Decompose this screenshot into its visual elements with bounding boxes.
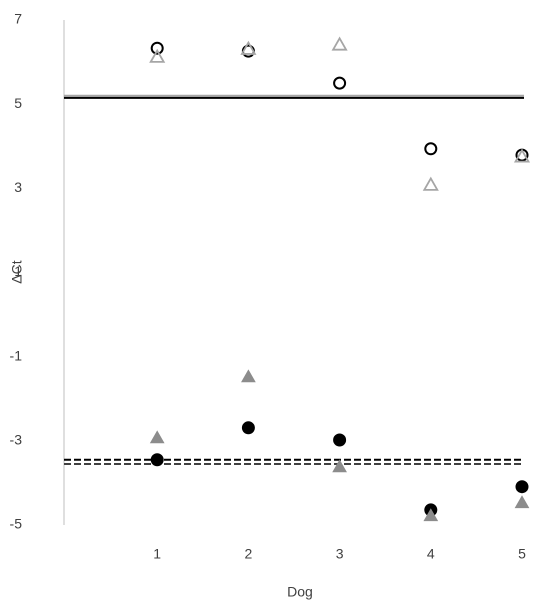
x-tick-label: 4 <box>427 546 435 562</box>
x-tick-label: 2 <box>245 546 253 562</box>
y-tick-label: 7 <box>14 11 22 27</box>
y-tick-label: 1 <box>14 263 22 279</box>
point <box>331 36 348 51</box>
point <box>241 421 255 435</box>
point <box>240 40 257 55</box>
point <box>149 430 165 444</box>
y-axis-label: ΔCt <box>9 260 25 283</box>
point <box>150 453 164 467</box>
y-tick-label: -1 <box>10 347 23 363</box>
x-tick-label: 1 <box>153 546 161 562</box>
y-tick-label: -5 <box>10 516 23 532</box>
point <box>514 495 530 509</box>
point <box>149 48 166 63</box>
point <box>423 508 439 522</box>
x-tick-label: 5 <box>518 546 526 562</box>
point <box>515 480 529 494</box>
point <box>424 142 438 156</box>
y-tick-label: 3 <box>14 179 22 195</box>
point <box>333 433 347 447</box>
point <box>332 459 347 473</box>
point <box>150 41 164 55</box>
y-tick-label: -3 <box>10 432 23 448</box>
y-tick-label: 5 <box>14 95 22 111</box>
point <box>241 369 256 383</box>
point <box>513 148 531 163</box>
point <box>422 176 439 191</box>
x-axis-label: Dog <box>287 584 313 600</box>
point <box>241 44 255 58</box>
point <box>333 76 347 90</box>
x-tick-label: 3 <box>336 546 344 562</box>
